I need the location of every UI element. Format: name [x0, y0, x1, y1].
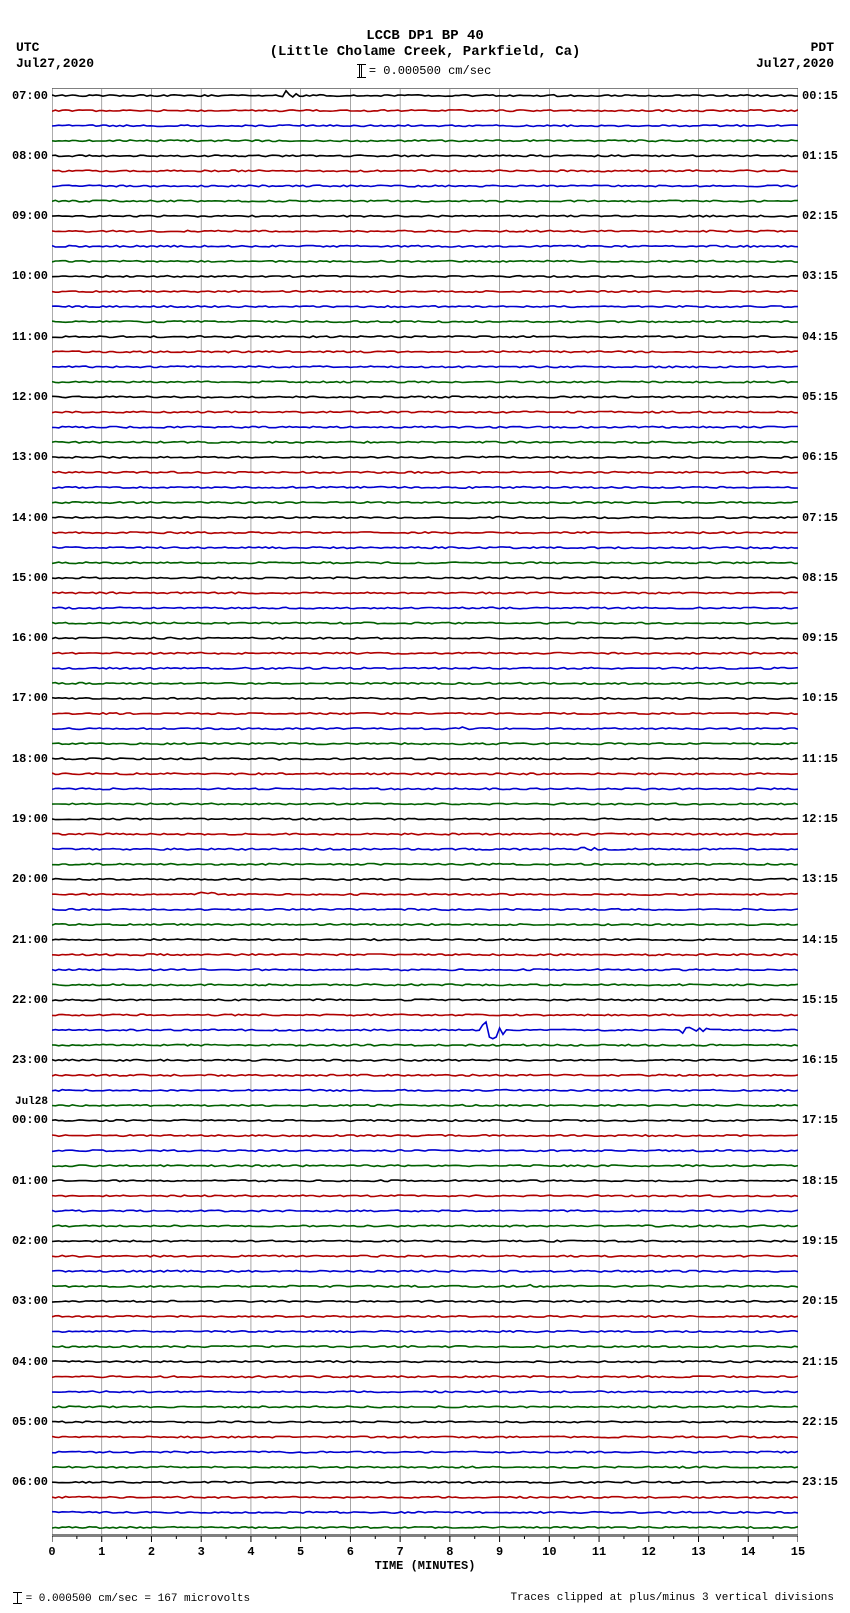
right-tick: 06:15: [802, 451, 838, 463]
right-tick: 21:15: [802, 1356, 838, 1368]
right-tick: 00:15: [802, 90, 838, 102]
right-tick: 01:15: [802, 150, 838, 162]
x-axis-label: TIME (MINUTES): [52, 1559, 798, 1573]
left-date-break: Jul28: [15, 1097, 48, 1108]
right-tick: 22:15: [802, 1416, 838, 1428]
right-tick: 13:15: [802, 873, 838, 885]
chart-header: LCCB DP1 BP 40 (Little Cholame Creek, Pa…: [0, 0, 850, 60]
left-tick: 21:00: [12, 934, 48, 946]
right-tick: 03:15: [802, 270, 838, 282]
left-tick: 18:00: [12, 753, 48, 765]
left-tick: 07:00: [12, 90, 48, 102]
x-axis: 0123456789101112131415 TIME (MINUTES): [52, 1541, 798, 1573]
right-tick: 09:15: [802, 632, 838, 644]
scale-legend: = 0.000500 cm/sec: [0, 64, 850, 78]
footer: = 0.000500 cm/sec = 167 microvolts Trace…: [0, 1592, 850, 1605]
left-tick: 20:00: [12, 873, 48, 885]
left-tick: 04:00: [12, 1356, 48, 1368]
left-tick: 13:00: [12, 451, 48, 463]
right-tick: 08:15: [802, 572, 838, 584]
corner-top-left: UTC Jul27,2020: [16, 40, 94, 71]
x-axis-ticks: 0123456789101112131415: [52, 1541, 798, 1559]
right-tick: 12:15: [802, 813, 838, 825]
right-tick: 11:15: [802, 753, 838, 765]
plot-area: 07:0008:0009:0010:0011:0012:0013:0014:00…: [52, 88, 798, 1535]
seismogram-plot: [52, 88, 798, 1535]
right-tick: 23:15: [802, 1476, 838, 1488]
footer-right: Traces clipped at plus/minus 3 vertical …: [511, 1592, 834, 1605]
right-tick: 07:15: [802, 512, 838, 524]
left-tick: 14:00: [12, 512, 48, 524]
right-tick: 19:15: [802, 1235, 838, 1247]
y-axis-left: 07:00 08:00 09:00 10:00 11:00 12:00 13:00 14:00…: [0, 88, 52, 1535]
left-tick: 16:00: [12, 632, 48, 644]
scale-bar-icon: [16, 1592, 19, 1604]
footer-left: = 0.000500 cm/sec = 167 microvolts: [16, 1592, 250, 1605]
corner-top-right: PDT Jul27,2020: [756, 40, 834, 71]
left-tick: 12:00: [12, 391, 48, 403]
right-tick: 05:15: [802, 391, 838, 403]
right-tick: 14:15: [802, 934, 838, 946]
left-tick: 05:00: [12, 1416, 48, 1428]
left-tick: 01:00: [12, 1175, 48, 1187]
right-tick: 04:15: [802, 331, 838, 343]
left-tick: 19:00: [12, 813, 48, 825]
left-tick: 06:00: [12, 1476, 48, 1488]
title-line2: (Little Cholame Creek, Parkfield, Ca): [0, 44, 850, 60]
right-tick: 10:15: [802, 692, 838, 704]
left-tick: 02:00: [12, 1235, 48, 1247]
title-line1: LCCB DP1 BP 40: [0, 28, 850, 44]
scale-bar-icon: [359, 64, 362, 78]
right-tick: 15:15: [802, 994, 838, 1006]
y-axis-right: 00:15 01:15 02:15 03:15 04:15 05:15 06:15 07:15…: [798, 88, 850, 1535]
left-tick: 08:00: [12, 150, 48, 162]
left-tick: 03:00: [12, 1295, 48, 1307]
left-tick: 00:00: [12, 1114, 48, 1126]
left-tick: 23:00: [12, 1054, 48, 1066]
left-tick: 09:00: [12, 210, 48, 222]
scale-legend-text: = 0.000500 cm/sec: [369, 64, 491, 78]
right-tick: 02:15: [802, 210, 838, 222]
left-tick: 11:00: [12, 331, 48, 343]
right-tick: 17:15: [802, 1114, 838, 1126]
right-tick: 20:15: [802, 1295, 838, 1307]
left-tick: 15:00: [12, 572, 48, 584]
right-tick: 16:15: [802, 1054, 838, 1066]
left-tick: 17:00: [12, 692, 48, 704]
left-tick: 22:00: [12, 994, 48, 1006]
left-tick: 10:00: [12, 270, 48, 282]
right-tick: 18:15: [802, 1175, 838, 1187]
